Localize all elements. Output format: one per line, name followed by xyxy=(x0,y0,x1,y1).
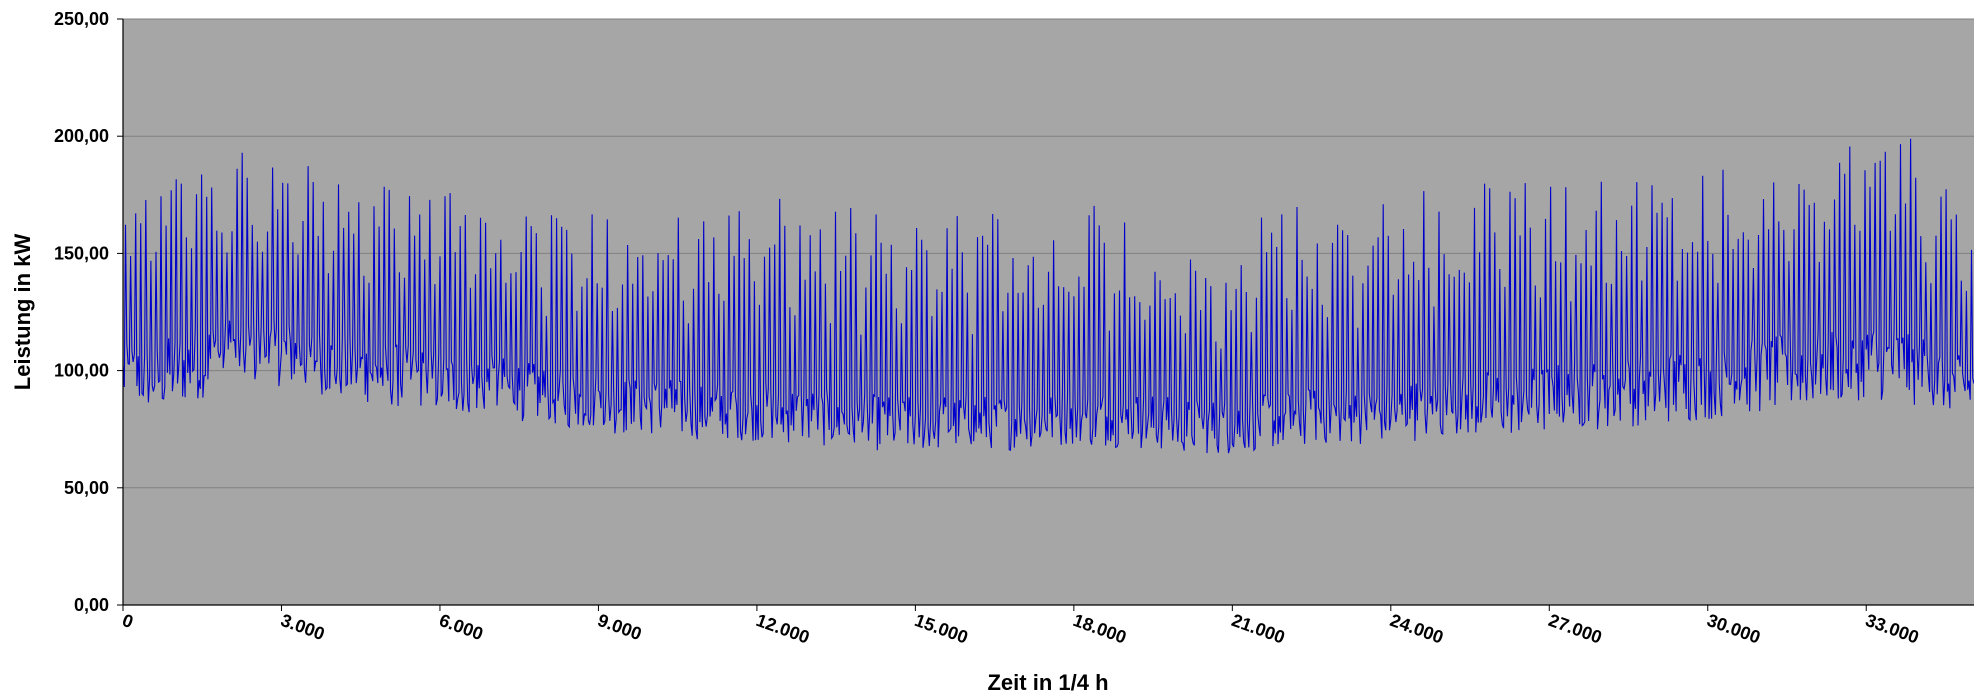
x-tick-label: 27.000 xyxy=(1546,610,1605,648)
x-tick-label: 0 xyxy=(120,610,136,632)
series-group xyxy=(123,138,1974,454)
x-tick-label: 15.000 xyxy=(912,610,971,648)
x-tick-label: 12.000 xyxy=(754,610,813,648)
x-axis-title: Zeit in 1/4 h xyxy=(987,670,1108,695)
y-tick-label: 250,00 xyxy=(54,9,109,29)
x-tick-label: 24.000 xyxy=(1387,610,1446,648)
series-line xyxy=(123,138,1974,454)
y-tick-label: 50,00 xyxy=(64,478,109,498)
x-tick-label: 3.000 xyxy=(278,610,327,644)
y-tick-label: 150,00 xyxy=(54,243,109,263)
y-tick-label: 100,00 xyxy=(54,361,109,381)
x-tick-label: 21.000 xyxy=(1229,610,1288,648)
y-axis-ticks: 0,00 50,00 100,00 150,00 200,00 250,00 xyxy=(54,9,123,615)
x-tick-label: 33.000 xyxy=(1863,610,1922,648)
y-axis-title: Leistung in kW xyxy=(10,234,35,391)
x-tick-label: 18.000 xyxy=(1070,610,1129,648)
x-tick-label: 6.000 xyxy=(437,610,486,644)
x-tick-label: 9.000 xyxy=(595,610,644,644)
y-tick-label: 200,00 xyxy=(54,126,109,146)
x-tick-label: 30.000 xyxy=(1704,610,1763,648)
x-axis-ticks: 0 3.000 6.000 9.000 12.000 15.000 18.000 21.000… xyxy=(120,605,1922,648)
y-tick-label: 0,00 xyxy=(74,595,109,615)
